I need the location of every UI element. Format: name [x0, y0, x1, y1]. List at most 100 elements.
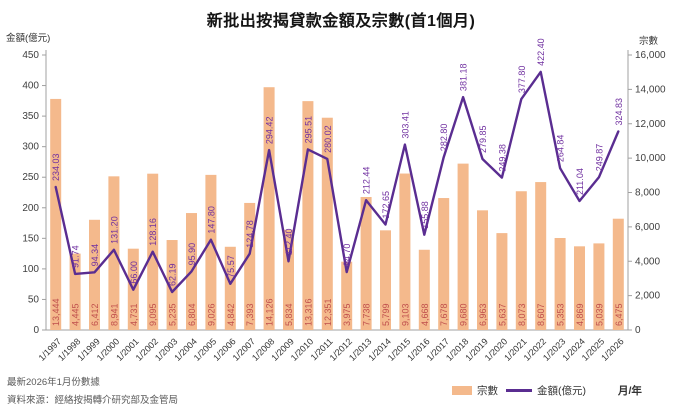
line-value-label: 95.90 [187, 243, 197, 266]
bar-value-label: 6,475 [614, 303, 624, 326]
bar-value-label: 14,126 [265, 298, 275, 326]
bar-value-label: 6,412 [90, 303, 100, 326]
left-axis-tick-label: 150 [22, 233, 39, 244]
bar-value-label: 7,393 [245, 303, 255, 326]
bar [612, 218, 624, 330]
bar [166, 240, 178, 330]
right-axis-tick-label: 8,000 [635, 188, 660, 199]
left-axis-tick-label: 250 [22, 172, 39, 183]
line-value-label: 381.18 [459, 64, 469, 92]
legend-item-line: 金額(億元) [506, 383, 586, 398]
right-axis-tick-label: 2,000 [635, 291, 660, 302]
left-axis-tick-label: 200 [22, 203, 39, 214]
left-axis-tick-label: 450 [22, 50, 39, 61]
chart-title: 新批出按揭貸款金額及宗數(首1個月) [206, 13, 476, 30]
right-axis-tick-label: 10,000 [635, 153, 666, 164]
legend-item-bar: 宗數 [452, 383, 498, 398]
line-value-label: 264.84 [556, 135, 566, 163]
bar-value-label: 9,095 [148, 303, 158, 326]
line-value-label: 280.02 [323, 125, 333, 153]
line-swatch-icon [506, 389, 532, 392]
left-axis-tick-label: 50 [28, 294, 40, 305]
bar-value-label: 13,316 [303, 298, 313, 326]
left-axis-tick-label: 400 [22, 81, 39, 92]
line-value-label: 128.16 [148, 218, 158, 246]
bar-value-label: 5,799 [381, 303, 391, 326]
right-axis-tick-label: 4,000 [635, 256, 660, 267]
bar-value-label: 9,680 [459, 303, 469, 326]
line-value-label: 94.34 [90, 244, 100, 267]
line-value-label: 282.80 [439, 124, 449, 152]
line-value-label: 249.87 [594, 144, 604, 172]
bar-value-label: 5,235 [168, 303, 178, 326]
line-value-label: 124.78 [245, 220, 255, 248]
bar-value-label: 4,445 [71, 303, 81, 326]
line-value-label: 75.57 [226, 255, 236, 278]
line-value-label: 324.83 [614, 98, 624, 126]
bar-value-label: 4,668 [420, 303, 430, 326]
right-axis-tick-label: 16,000 [635, 50, 666, 61]
bar-value-label: 3,975 [342, 303, 352, 326]
bar [380, 230, 391, 330]
line-value-label: 172.65 [381, 191, 391, 219]
bar-value-label: 7,738 [362, 303, 372, 326]
left-axis-tick-label: 100 [22, 264, 39, 275]
bar [535, 182, 547, 330]
line-value-label: 422.40 [536, 38, 546, 66]
line-value-label: 294.42 [265, 117, 275, 145]
bar [360, 197, 372, 330]
bar [302, 101, 314, 330]
bar [574, 246, 585, 330]
x-axis-title: 月/年 [618, 385, 642, 397]
bar [399, 173, 411, 330]
left-axis-tick-label: 350 [22, 111, 39, 122]
line-value-label: 295.51 [303, 116, 313, 144]
right-axis-tick-label: 0 [635, 325, 641, 336]
bar [89, 219, 100, 330]
bar [205, 174, 217, 330]
line-value-label: 62.19 [168, 263, 178, 286]
bar [283, 229, 294, 330]
line-value-label: 212.44 [362, 167, 372, 195]
right-axis-tick-label: 14,000 [635, 84, 666, 95]
bar-value-label: 8,941 [109, 303, 119, 326]
line-value-label: 303.41 [400, 111, 410, 139]
legend-line-label: 金額(億元) [537, 385, 586, 397]
line-value-label: 147.80 [206, 206, 216, 234]
line-value-label: 66.00 [129, 261, 139, 284]
bar-value-label: 5,637 [497, 303, 507, 326]
bar-value-label: 4,731 [129, 303, 139, 326]
bar-value-label: 13,444 [51, 298, 61, 326]
bar-value-label: 4,869 [575, 303, 585, 326]
footer-latest-data-note: 最新2026年1月份數據 [7, 377, 100, 388]
bar-value-label: 5,834 [284, 303, 294, 326]
line-value-label: 279.85 [478, 125, 488, 153]
bar [244, 202, 256, 330]
bar-value-label: 4,842 [226, 303, 236, 326]
footer-source-note: 資料來源：經絡按揭轉介研究部及金管局 [7, 395, 179, 406]
right-axis-unit-label: 宗數 [639, 36, 659, 47]
left-axis-tick-label: 300 [22, 142, 39, 153]
bar-value-label: 8,073 [517, 303, 527, 326]
bar [108, 176, 120, 330]
bar-value-label: 6,804 [187, 303, 197, 326]
chart-legend: 宗數 金額(億元) 月/年 [452, 383, 642, 398]
bar [496, 233, 508, 330]
line-value-label: 131.20 [109, 216, 119, 244]
bar-value-label: 9,026 [206, 303, 216, 326]
bar-value-label: 6,963 [478, 303, 488, 326]
bar [554, 237, 566, 330]
left-axis-unit-label: 金額(億元) [6, 33, 51, 44]
bar [418, 249, 430, 330]
bar-value-label: 5,039 [594, 303, 604, 326]
bar-value-label: 5,353 [556, 303, 566, 326]
line-value-label: 211.04 [575, 168, 585, 195]
bar [457, 163, 469, 330]
bar [477, 210, 488, 330]
left-axis-tick-label: 0 [33, 325, 39, 336]
line-value-label: 112.40 [284, 228, 294, 255]
line-value-label: 155.88 [420, 201, 430, 229]
line-value-label: 91.74 [71, 245, 81, 268]
